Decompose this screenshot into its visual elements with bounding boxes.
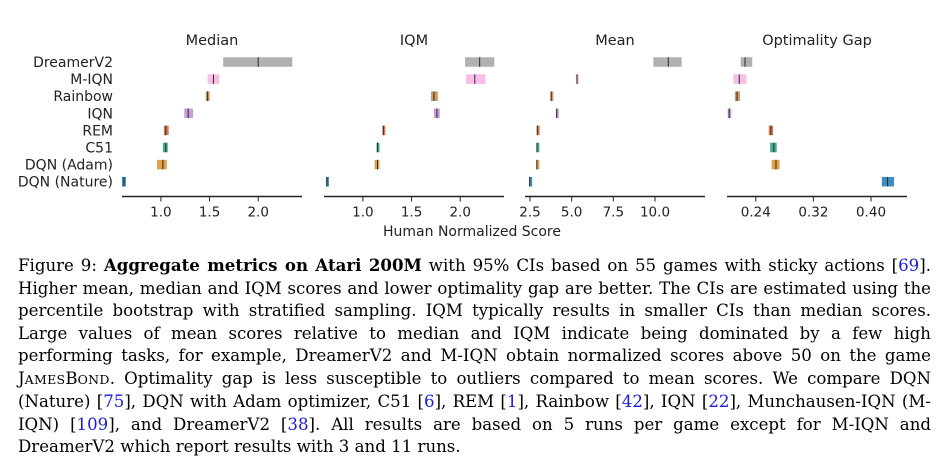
x-tick-label: 0.32: [798, 205, 828, 221]
panel-title: Mean: [595, 33, 635, 49]
panel-title: Median: [186, 33, 239, 49]
ci-bar: [325, 176, 329, 187]
ci-bar: [550, 91, 554, 101]
ci-bar: [653, 57, 682, 67]
x-tick-label: 5.0: [561, 205, 582, 221]
citation-link[interactable]: 6: [424, 392, 435, 411]
x-tick-label: 0.40: [856, 205, 886, 221]
game-name: JAMESBOND: [18, 368, 110, 388]
citation-link[interactable]: 1: [506, 392, 518, 411]
ci-bar: [376, 142, 380, 153]
panel-title: IQM: [400, 33, 428, 49]
x-tick-label: 2.0: [247, 205, 268, 221]
x-axis-label: Human Normalized Score: [383, 224, 561, 240]
ci-bar: [536, 142, 540, 153]
ci-bar: [555, 108, 559, 119]
x-tick-label: 0.24: [741, 205, 771, 221]
algorithm-label: M-IQN: [70, 72, 113, 88]
ci-bar: [536, 159, 540, 170]
algorithm-label: DreamerV2: [33, 55, 113, 71]
citation-link[interactable]: 109: [76, 414, 109, 434]
x-tick-label: 1.0: [150, 205, 171, 221]
ci-bar: [740, 57, 753, 67]
citation-link[interactable]: 42: [621, 392, 643, 411]
ci-bar: [536, 125, 540, 136]
algorithm-label: IQN: [87, 106, 113, 122]
ci-bar: [529, 176, 533, 187]
figure-caption: Figure 9: Aggregate metrics on Atari 200…: [18, 255, 932, 456]
x-tick-label: 1.5: [401, 205, 422, 221]
citation-link[interactable]: 75: [103, 392, 125, 411]
panel-title: Optimality Gap: [762, 33, 872, 49]
x-tick-label: 1.0: [352, 205, 373, 221]
ci-bar: [733, 74, 747, 84]
citation-link[interactable]: 38: [287, 414, 309, 434]
citation-link[interactable]: 22: [708, 392, 730, 411]
algorithm-label: C51: [85, 141, 113, 157]
x-tick-label: 1.5: [199, 205, 220, 221]
algorithm-label: DQN (Nature): [18, 175, 113, 191]
ci-bar: [466, 74, 486, 84]
ci-bar: [157, 159, 167, 170]
aggregate-metrics-figure: DreamerV2 M-IQN Rainbow IQN REM C51 DQN (Adam)…: [18, 33, 907, 240]
algorithm-label: REM: [82, 123, 113, 139]
caption-title: Aggregate metrics on Atari 200M: [103, 255, 422, 275]
x-tick-label: 2.0: [449, 205, 470, 221]
algorithm-label: Rainbow: [53, 89, 113, 105]
x-tick-label: 10.0: [640, 205, 670, 221]
algorithm-label: DQN (Adam): [25, 158, 113, 174]
caption-label: Figure 9:: [18, 256, 97, 275]
ci-bar: [382, 125, 386, 136]
x-tick-label: 2.5: [519, 205, 540, 221]
citation-link[interactable]: 69: [898, 256, 920, 275]
x-tick-label: 7.5: [603, 205, 624, 221]
